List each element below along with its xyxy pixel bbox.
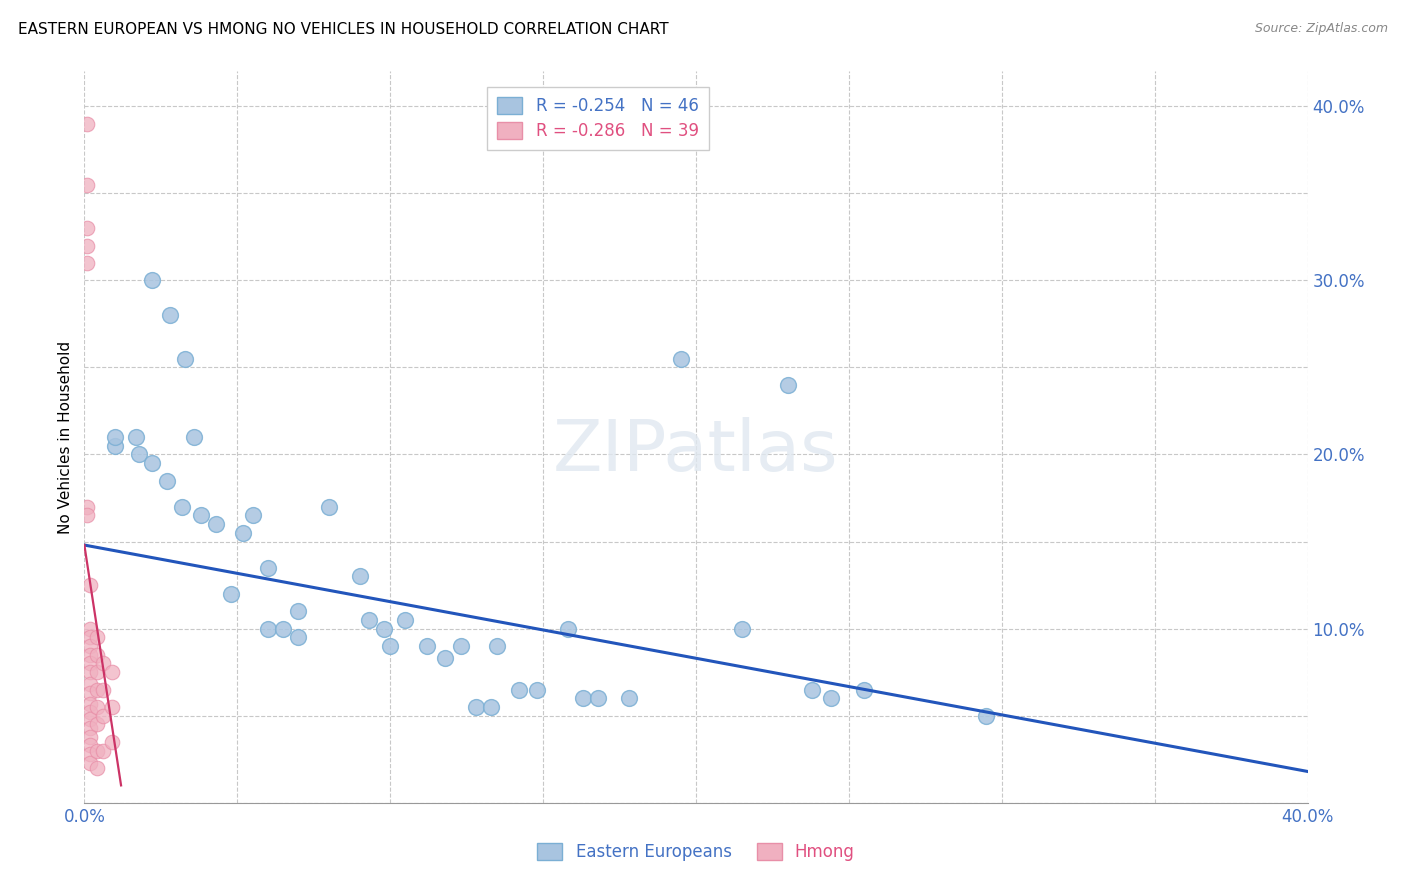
Point <box>526 682 548 697</box>
Point <box>86 700 108 714</box>
Point <box>79 712 101 726</box>
Point <box>101 700 124 714</box>
Point <box>508 682 530 697</box>
Point <box>450 639 472 653</box>
Point <box>572 691 595 706</box>
Point <box>79 697 101 711</box>
Point <box>86 648 108 662</box>
Point <box>76 500 98 514</box>
Point <box>79 747 101 761</box>
Point <box>416 639 439 653</box>
Point <box>853 682 876 697</box>
Point <box>976 708 998 723</box>
Point <box>257 622 280 636</box>
Point <box>357 613 380 627</box>
Point <box>318 500 340 514</box>
Point <box>434 651 457 665</box>
Point <box>380 639 402 653</box>
Point <box>91 743 114 757</box>
Point <box>394 613 416 627</box>
Point <box>86 631 108 645</box>
Point <box>801 682 824 697</box>
Point <box>464 700 486 714</box>
Point <box>349 569 371 583</box>
Point <box>76 221 98 235</box>
Point <box>776 377 799 392</box>
Point <box>242 508 264 523</box>
Point <box>141 456 163 470</box>
Point <box>76 117 98 131</box>
Point <box>486 639 509 653</box>
Text: Source: ZipAtlas.com: Source: ZipAtlas.com <box>1254 22 1388 36</box>
Point <box>232 525 254 540</box>
Point <box>205 517 228 532</box>
Point <box>190 508 212 523</box>
Point <box>101 735 124 749</box>
Point <box>91 657 114 671</box>
Point <box>86 665 108 680</box>
Point <box>86 682 108 697</box>
Point <box>76 178 98 192</box>
Point <box>172 500 194 514</box>
Point <box>128 448 150 462</box>
Point <box>183 430 205 444</box>
Legend: Eastern Europeans, Hmong: Eastern Europeans, Hmong <box>530 836 862 868</box>
Point <box>79 665 101 680</box>
Point <box>79 648 101 662</box>
Point <box>104 439 127 453</box>
Point <box>79 631 101 645</box>
Point <box>257 560 280 574</box>
Point <box>174 351 197 366</box>
Point <box>125 430 148 444</box>
Point <box>76 256 98 270</box>
Point <box>91 708 114 723</box>
Point <box>373 622 395 636</box>
Point <box>820 691 842 706</box>
Point <box>101 665 124 680</box>
Point <box>91 682 114 697</box>
Point <box>86 717 108 731</box>
Point <box>159 308 181 322</box>
Point <box>731 622 754 636</box>
Point <box>86 743 108 757</box>
Point <box>86 761 108 775</box>
Point <box>79 756 101 770</box>
Point <box>271 622 294 636</box>
Point <box>479 700 502 714</box>
Point <box>79 721 101 735</box>
Point <box>79 686 101 700</box>
Point <box>79 657 101 671</box>
Point <box>586 691 609 706</box>
Point <box>557 622 579 636</box>
Point <box>219 587 242 601</box>
Point <box>287 604 309 618</box>
Point <box>156 474 179 488</box>
Text: ZIPatlas: ZIPatlas <box>553 417 839 486</box>
Point <box>141 273 163 287</box>
Point <box>79 730 101 744</box>
Point <box>669 351 692 366</box>
Point <box>79 622 101 636</box>
Point <box>104 430 127 444</box>
Point <box>76 238 98 252</box>
Text: EASTERN EUROPEAN VS HMONG NO VEHICLES IN HOUSEHOLD CORRELATION CHART: EASTERN EUROPEAN VS HMONG NO VEHICLES IN… <box>18 22 669 37</box>
Y-axis label: No Vehicles in Household: No Vehicles in Household <box>58 341 73 533</box>
Point <box>287 631 309 645</box>
Point <box>79 677 101 691</box>
Point <box>76 508 98 523</box>
Point <box>79 739 101 753</box>
Point <box>617 691 640 706</box>
Point <box>79 705 101 719</box>
Point <box>79 578 101 592</box>
Point <box>79 639 101 653</box>
